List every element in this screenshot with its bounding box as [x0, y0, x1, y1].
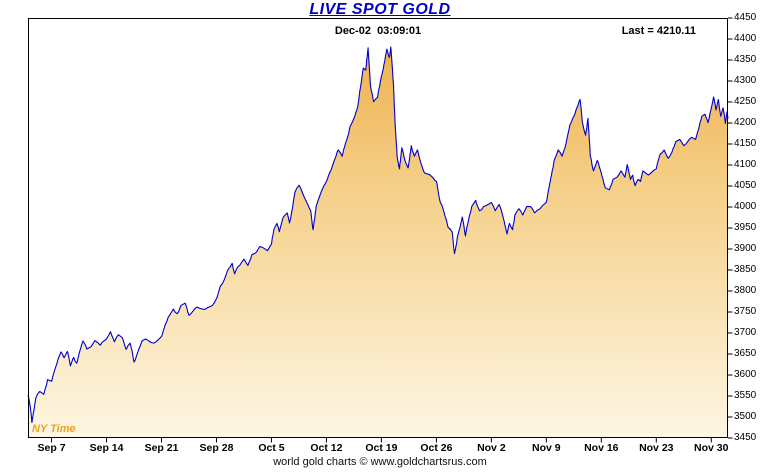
x-axis-label: Oct 12	[310, 442, 343, 454]
y-axis-label: 4400	[734, 33, 757, 44]
timestamp-label: Dec-02 03:09:01	[334, 25, 422, 37]
y-axis-label: 3700	[734, 327, 757, 338]
y-axis-label: 4050	[734, 180, 757, 191]
x-axis-label: Nov 16	[584, 442, 619, 454]
x-axis-label: Nov 9	[532, 442, 561, 454]
x-axis-label: Nov 23	[639, 442, 674, 454]
last-price-label: Last = 4210.11	[621, 25, 696, 37]
x-axis-label: Sep 28	[199, 442, 234, 454]
y-axis-label: 4000	[734, 201, 757, 212]
gold-price-line	[27, 46, 729, 424]
y-axis-label: 4250	[734, 96, 757, 107]
x-axis-label: Nov 30	[694, 442, 729, 454]
y-axis-label: 3950	[734, 222, 757, 233]
x-axis-label: Sep 7	[37, 442, 66, 454]
ny-time-label: NY Time	[32, 423, 76, 435]
y-axis-label: 4350	[734, 54, 757, 65]
y-axis-label: 3850	[734, 264, 757, 275]
y-axis-label: 3600	[734, 369, 757, 380]
x-axis-label: Sep 14	[89, 442, 124, 454]
y-axis-label: 3450	[734, 432, 757, 443]
x-axis-label: Oct 5	[258, 442, 285, 454]
page-title: LIVE SPOT GOLD	[309, 1, 451, 18]
x-axis-label: Nov 2	[477, 442, 506, 454]
y-axis-label: 4450	[734, 12, 757, 23]
plot-area: Dec-02 03:09:01 Last = 4210.11 NY Time	[27, 17, 733, 443]
x-axis-label: Oct 26	[420, 442, 453, 454]
y-axis-label: 3650	[734, 348, 757, 359]
x-axis-label: Oct 19	[365, 442, 398, 454]
plot-border	[28, 18, 728, 438]
y-axis-label: 4300	[734, 75, 757, 86]
y-axis-label: 3550	[734, 390, 757, 401]
y-axis-label: 4200	[734, 117, 757, 128]
y-axis-label: 3500	[734, 411, 757, 422]
x-axis-label: Sep 21	[144, 442, 179, 454]
footer-credit: world gold charts © www.goldchartsrus.co…	[273, 456, 487, 468]
price-area-chart	[27, 17, 733, 443]
y-axis-label: 4150	[734, 138, 757, 149]
y-axis-label: 3900	[734, 243, 757, 254]
y-axis-label: 3800	[734, 285, 757, 296]
y-axis-label: 4100	[734, 159, 757, 170]
gold-price-area-fill	[28, 47, 728, 438]
y-axis-label: 3750	[734, 306, 757, 317]
